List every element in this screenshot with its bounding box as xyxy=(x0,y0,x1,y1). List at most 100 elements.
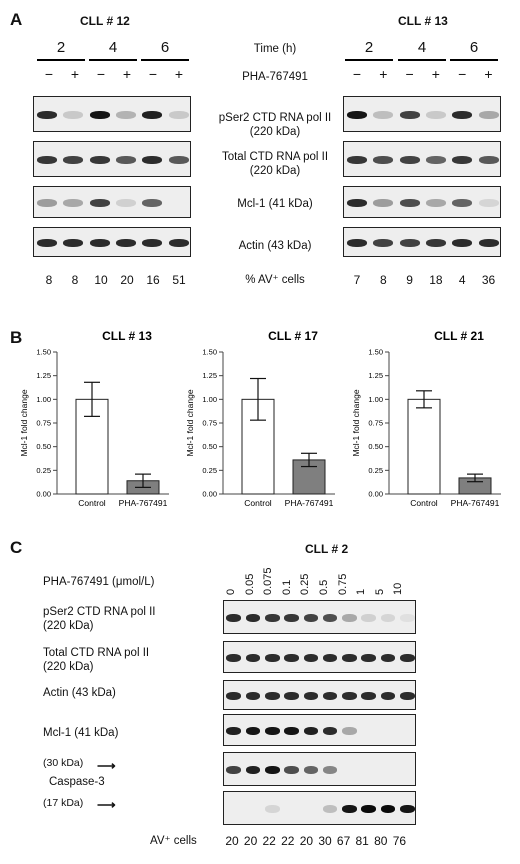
blot-c-row xyxy=(223,791,416,825)
av-value: 8 xyxy=(63,273,87,287)
blot-a-left-row xyxy=(33,96,191,132)
av-value: 10 xyxy=(89,273,113,287)
row-label-line1: Total CTD RNA pol II xyxy=(43,646,149,660)
av-value: 8 xyxy=(371,273,395,287)
blot-band xyxy=(342,614,357,622)
y-tick-label: 1.00 xyxy=(202,395,217,404)
blot-band xyxy=(226,727,241,735)
arrow-icon: ⟶ xyxy=(97,797,116,813)
blot-band xyxy=(226,654,241,662)
casp-17-label: (17 kDa) xyxy=(43,797,83,810)
a-row-pser2: pSer2 CTD RNA pol II (220 kDa) xyxy=(205,111,345,140)
row-label-line2: (220 kDa) xyxy=(43,660,149,674)
c-row-actin: Actin (43 kDa) xyxy=(43,686,116,700)
blot-band xyxy=(400,199,420,207)
blot-band xyxy=(304,766,319,774)
av-label-c: AV⁺ cells xyxy=(150,834,197,848)
blot-a-right-row xyxy=(343,141,501,177)
blot-a-right-row xyxy=(343,227,501,257)
concentration-label: 0.1 xyxy=(281,555,295,595)
blot-band xyxy=(304,727,319,735)
c-row-total: Total CTD RNA pol II (220 kDa) xyxy=(43,646,149,675)
blot-c-row xyxy=(223,641,416,673)
y-tick-label: 0.25 xyxy=(36,466,51,475)
y-tick-label: 0.25 xyxy=(202,466,217,475)
y-axis-label: Mcl-1 fold change xyxy=(351,389,361,456)
blot-band xyxy=(479,239,499,247)
blot-band xyxy=(246,614,261,622)
plus-sign: + xyxy=(428,66,444,82)
blot-band xyxy=(323,766,338,774)
blot-band xyxy=(347,111,367,119)
blot-band xyxy=(169,111,189,119)
av-value: 20 xyxy=(115,273,139,287)
blot-a-left-row xyxy=(33,186,191,218)
blot-band xyxy=(323,614,338,622)
blot-band xyxy=(304,614,319,622)
av-value: 9 xyxy=(398,273,422,287)
blot-band xyxy=(284,614,299,622)
blot-band xyxy=(323,692,338,700)
x-tick-label: PHA-767491 xyxy=(119,498,168,508)
row-label-line1: Total CTD RNA pol II xyxy=(205,150,345,164)
row-label-line1: pSer2 CTD RNA pol II xyxy=(205,111,345,125)
blot-band xyxy=(452,111,472,119)
y-tick-label: 0.00 xyxy=(368,490,383,499)
chart-title: CLL # 13 xyxy=(102,329,152,343)
panel-c-title: CLL # 2 xyxy=(305,542,348,556)
concentration-label: 0.75 xyxy=(337,555,351,595)
y-tick-label: 1.50 xyxy=(36,348,51,357)
y-tick-label: 0.75 xyxy=(36,419,51,428)
chart-title: CLL # 21 xyxy=(434,329,484,343)
plus-sign: + xyxy=(481,66,497,82)
blot-band xyxy=(342,805,357,813)
panel-a-letter: A xyxy=(10,10,22,30)
blot-a-right-row xyxy=(343,96,501,132)
blot-band xyxy=(37,199,57,207)
blot-c-row xyxy=(223,600,416,634)
blot-band xyxy=(246,766,261,774)
blot-band xyxy=(342,727,357,735)
blot-band xyxy=(90,111,110,119)
blot-band xyxy=(400,239,420,247)
blot-band xyxy=(142,239,162,247)
blot-band xyxy=(142,111,162,119)
minus-sign: − xyxy=(93,66,109,82)
blot-band xyxy=(400,692,415,700)
blot-band xyxy=(323,805,338,813)
caspase-label: Caspase-3 xyxy=(49,775,105,789)
blot-band xyxy=(452,156,472,164)
blot-band xyxy=(400,156,420,164)
time-2-left: 2 xyxy=(37,39,85,58)
blot-band xyxy=(226,614,241,622)
panel-c-letter: C xyxy=(10,538,22,558)
row-label-line1: Mcl-1 (41 kDa) xyxy=(43,726,118,740)
av-value: 36 xyxy=(477,273,501,287)
blot-band xyxy=(400,654,415,662)
blot-band xyxy=(479,111,499,119)
blot-band xyxy=(63,199,83,207)
y-tick-label: 1.50 xyxy=(368,348,383,357)
y-tick-label: 0.00 xyxy=(202,490,217,499)
concentration-label: 1 xyxy=(355,555,369,595)
time-underline xyxy=(345,59,393,61)
av-value: 4 xyxy=(450,273,474,287)
y-tick-label: 0.50 xyxy=(202,442,217,451)
blot-a-left-row xyxy=(33,141,191,177)
time-6-left: 6 xyxy=(141,39,189,58)
blot-band xyxy=(381,654,396,662)
blot-band xyxy=(381,692,396,700)
blot-band xyxy=(373,239,393,247)
x-tick-label: Control xyxy=(78,498,106,508)
blot-band xyxy=(304,654,319,662)
blot-band xyxy=(361,805,376,813)
blot-band xyxy=(116,239,136,247)
blot-band xyxy=(90,239,110,247)
row-label-line2: (220 kDa) xyxy=(43,619,155,633)
concentration-label: 0 xyxy=(225,555,239,595)
blot-band xyxy=(323,727,338,735)
minus-sign: − xyxy=(41,66,57,82)
y-tick-label: 1.50 xyxy=(202,348,217,357)
blot-band xyxy=(400,805,415,813)
plus-sign: + xyxy=(375,66,391,82)
